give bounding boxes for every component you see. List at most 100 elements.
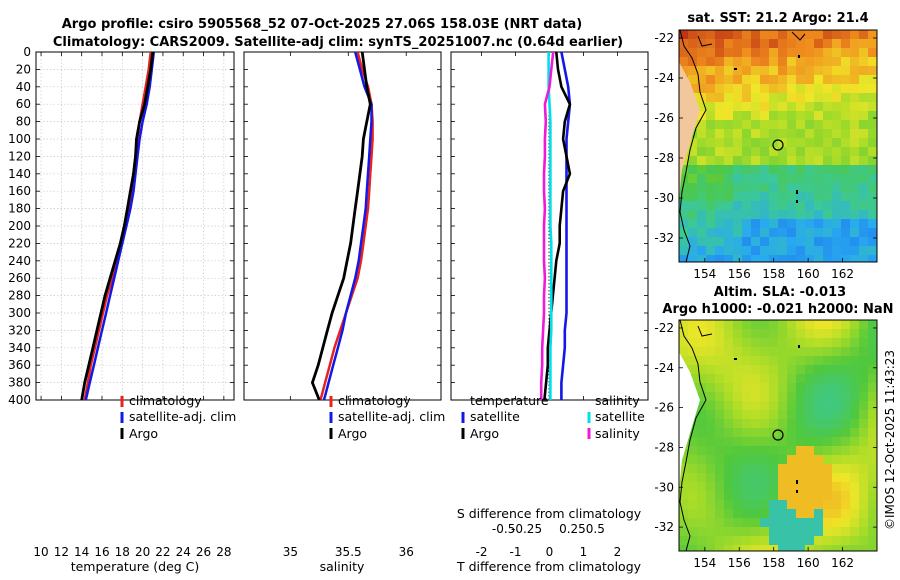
sla-cell [850, 473, 859, 482]
sst-cell [760, 39, 769, 48]
sst-cell [814, 93, 823, 102]
sla-cell [841, 365, 850, 374]
sst-cell [796, 57, 805, 66]
sla-cell [841, 500, 850, 509]
sla-cell [868, 347, 877, 356]
sst-cell [697, 48, 706, 57]
sla-cell [832, 473, 841, 482]
sla-cell [760, 455, 769, 464]
sla-cell [850, 374, 859, 383]
sla-cell [751, 365, 760, 374]
sst-cell [742, 156, 751, 165]
sst-cell [805, 111, 814, 120]
sst-cell [778, 111, 787, 120]
sla-cell [814, 365, 823, 374]
sla-cell [778, 491, 787, 500]
sst-cell [841, 147, 850, 156]
sst-cell [697, 75, 706, 84]
x-tick-label: 0 [546, 545, 554, 559]
sst-cell [679, 255, 688, 262]
sla-cell [778, 329, 787, 338]
sst-cell [733, 93, 742, 102]
s-difference-top-axis: -0.5-0.25 0.25 0.5 [492, 522, 605, 536]
legend-s-argo: salinity [595, 426, 640, 441]
sla-cell [796, 401, 805, 410]
sst-cell [742, 210, 751, 219]
sst-cell [823, 255, 832, 262]
lon-tick-label: 162 [831, 267, 854, 281]
sla-cell [787, 518, 796, 527]
sst-cell [841, 246, 850, 255]
sst-cell [868, 174, 877, 183]
sla-cell [706, 392, 715, 401]
sla-cell [715, 527, 724, 536]
depth-tick-label: 100 [8, 132, 31, 146]
sst-cell [868, 30, 877, 39]
sst-cell [769, 219, 778, 228]
sst-cell [769, 228, 778, 237]
sst-cell [814, 192, 823, 201]
sst-cell [841, 48, 850, 57]
sla-cell [751, 374, 760, 383]
sla-cell [823, 383, 832, 392]
sla-cell [859, 365, 868, 374]
sst-cell [688, 255, 697, 262]
sst-cell [697, 111, 706, 120]
sst-cell [859, 48, 868, 57]
sst-cell [868, 147, 877, 156]
sst-cell [751, 192, 760, 201]
sst-cell [868, 201, 877, 210]
sla-cell [805, 509, 814, 518]
sla-cell [688, 482, 697, 491]
sla-cell [778, 410, 787, 419]
sla-cell [832, 374, 841, 383]
sst-cell [787, 120, 796, 129]
sla-cell [760, 491, 769, 500]
sla-cell [859, 410, 868, 419]
sst-cell [706, 93, 715, 102]
sla-cell [805, 410, 814, 419]
sst-cell [841, 183, 850, 192]
sla-cell [688, 455, 697, 464]
sla-cell [715, 329, 724, 338]
sst-cell [706, 39, 715, 48]
sla-cell [805, 545, 814, 551]
lat-tick-label: -30 [654, 191, 674, 205]
sst-cell [760, 174, 769, 183]
sst-cell [688, 30, 697, 39]
sst-cell [841, 228, 850, 237]
sla-cell [778, 482, 787, 491]
sst-cell [697, 102, 706, 111]
depth-tick-label: 180 [8, 202, 31, 216]
sst-cell [760, 30, 769, 39]
difference-series [539, 52, 572, 400]
sst-cell [859, 120, 868, 129]
sst-cell [787, 84, 796, 93]
sst-cell [760, 138, 769, 147]
sst-cell [751, 84, 760, 93]
lat-tick-label: -32 [654, 231, 674, 245]
sla-cell [868, 383, 877, 392]
sst-cell [715, 48, 724, 57]
sst-cell [805, 183, 814, 192]
sla-cell [688, 536, 697, 545]
sla-cell [706, 428, 715, 437]
sst-cell [733, 75, 742, 84]
sst-cell [787, 129, 796, 138]
sla-cell [832, 536, 841, 545]
sst-cell [724, 138, 733, 147]
sla-cell [805, 446, 814, 455]
sst-cell [769, 165, 778, 174]
sst-cell [823, 48, 832, 57]
sla-cell [796, 320, 805, 329]
sla-cell [805, 518, 814, 527]
sla-cell [715, 320, 724, 329]
sst-cell [850, 156, 859, 165]
sla-cell [715, 545, 724, 551]
sla-cell [697, 374, 706, 383]
depth-tick-label: 240 [8, 254, 31, 268]
sst-cell [868, 66, 877, 75]
sst-cell [823, 228, 832, 237]
sla-cell [841, 428, 850, 437]
x-tick-label: 1 [580, 545, 588, 559]
